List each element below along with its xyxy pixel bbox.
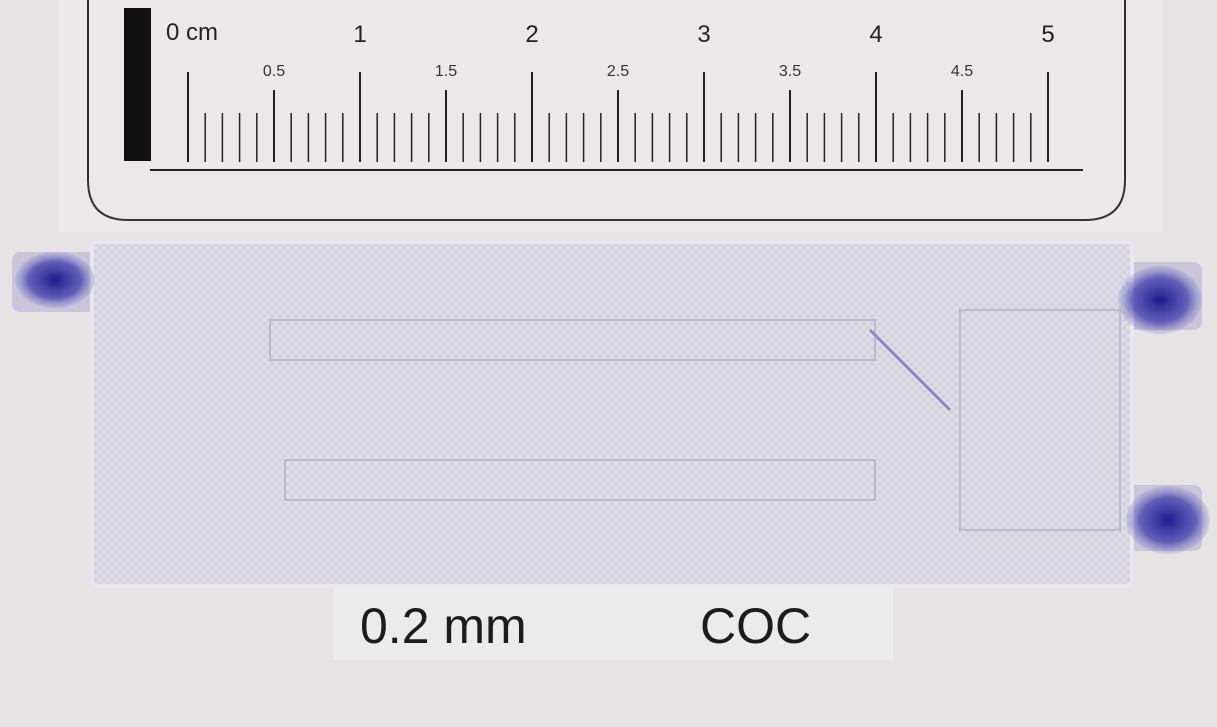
unit-label: 0 cm	[166, 19, 218, 46]
ruler-label: 2	[525, 21, 538, 48]
chip	[12, 240, 1210, 588]
ruler-label: 5	[1041, 21, 1054, 48]
channel-bottom	[284, 459, 876, 501]
ruler-label: 3	[697, 21, 710, 48]
chip-texture	[92, 242, 1132, 586]
ruler-half-label: 0.5	[263, 63, 285, 80]
ruler-bar	[124, 8, 151, 161]
chamber	[959, 309, 1121, 531]
ruler-half-label: 1.5	[435, 63, 457, 80]
ruler-sheet	[58, 0, 1163, 232]
thickness-label: 0.2 mm	[360, 598, 527, 654]
chip-rim	[90, 240, 1134, 588]
ink-spot	[1118, 266, 1202, 334]
ruler-ticks	[187, 72, 1049, 162]
ruler-half-label: 2.5	[607, 63, 629, 80]
ink-spot	[15, 252, 95, 308]
channel-top	[269, 319, 876, 361]
ink-streak	[868, 328, 952, 412]
ink-spot	[1126, 486, 1210, 554]
material-label: COC	[700, 598, 811, 654]
ruler-half-label: 4.5	[951, 63, 973, 80]
label-card	[333, 588, 893, 660]
ruler-label: 4	[869, 21, 882, 48]
ruler-half-label: 3.5	[779, 63, 801, 80]
ruler-border	[87, 0, 1126, 221]
ruler-label: 1	[353, 21, 366, 48]
